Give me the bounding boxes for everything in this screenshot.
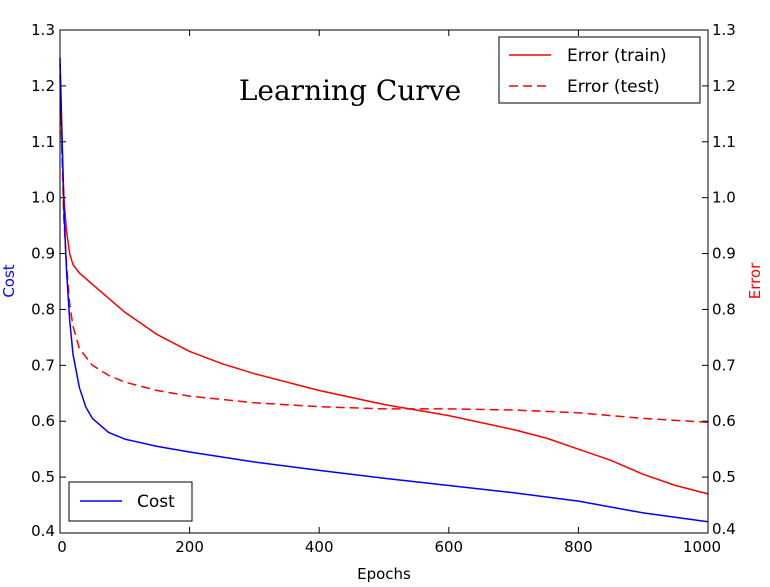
legend-lower: Cost: [68, 481, 193, 522]
y-left-tick-label: 0.4: [31, 522, 55, 540]
y-right-tick-label: 1.1: [712, 133, 736, 151]
legend-upper: Error (train) Error (test): [498, 36, 701, 104]
y-right-tick-label: 0.4: [712, 520, 736, 538]
y-right-tick-label: 0.6: [712, 412, 736, 430]
y-left-tick-label: 0.8: [31, 300, 55, 318]
x-tick-label: 600: [434, 538, 463, 556]
y-left-tick-label: 1.2: [31, 77, 55, 95]
y-right-tick-label: 0.8: [712, 300, 736, 318]
y-left-tick-label: 0.9: [31, 245, 55, 263]
y-axis-title-cost: Cost: [0, 264, 18, 297]
series-layer: [59, 57, 709, 523]
y-axis-title-error: Error: [746, 262, 764, 299]
y-left-tick-label: 0.6: [31, 412, 55, 430]
y-left-tick-label: 0.7: [31, 356, 55, 374]
plot-background: [60, 30, 708, 533]
x-tick-label: 400: [305, 538, 334, 556]
series-line-cost: [59, 57, 709, 523]
x-tick-label: 800: [564, 538, 593, 556]
x-axis-title: Epochs: [357, 565, 411, 583]
y-left-tick-label: 1.0: [31, 189, 55, 207]
x-tick-label: 0: [57, 538, 67, 556]
x-tick-label: 1000: [683, 538, 721, 556]
chart-title: Learning Curve: [239, 74, 461, 107]
y-right-tick-label: 1.0: [712, 189, 736, 207]
y-left-tick-label: 0.5: [31, 468, 55, 486]
legend-label-error-test: Error (test): [567, 77, 660, 97]
plot-frame: [59, 29, 709, 534]
x-tick-label: 200: [175, 538, 204, 556]
legend-upper-box: [498, 36, 701, 104]
y-right-tick-label: 1.3: [712, 21, 736, 39]
y-left-tick-label: 1.3: [31, 21, 55, 39]
legend-label-error-train: Error (train): [567, 46, 667, 66]
series-line-error-train: [59, 63, 709, 495]
y-right-tick-label: 1.2: [712, 77, 736, 95]
y-left-tick-label: 1.1: [31, 133, 55, 151]
y-right-tick-label: 0.7: [712, 356, 736, 374]
y-right-tick-label: 0.9: [712, 245, 736, 263]
legend-label-cost: Cost: [137, 492, 175, 512]
y-right-tick-label: 0.5: [712, 468, 736, 486]
